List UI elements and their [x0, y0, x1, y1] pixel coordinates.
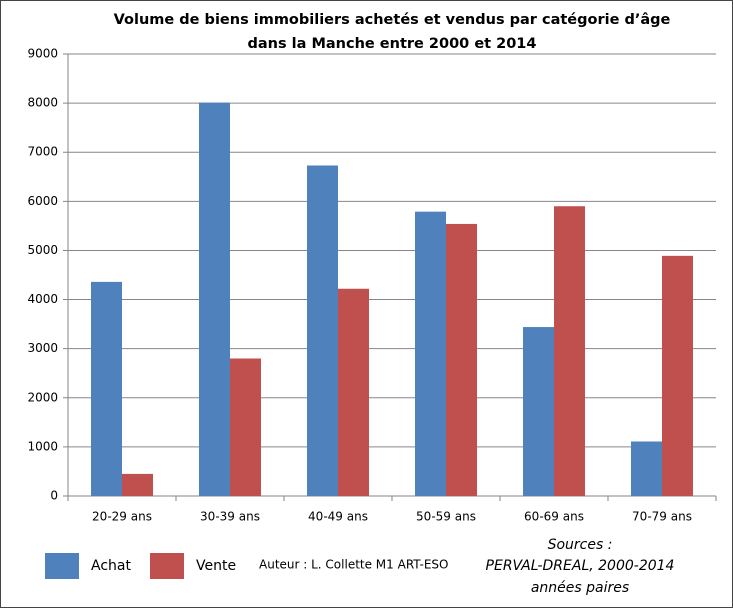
x-tick-label: 50-59 ans — [416, 510, 476, 524]
y-tick-label: 0 — [50, 489, 58, 503]
x-tick-label: 40-49 ans — [308, 510, 368, 524]
bar — [199, 102, 230, 497]
legend-swatch — [45, 553, 79, 579]
x-tick-label: 70-79 ans — [632, 510, 692, 524]
legend-swatch — [150, 553, 184, 579]
bar — [122, 473, 153, 496]
legend-label: Achat — [91, 558, 131, 574]
bar — [662, 255, 693, 496]
x-tick-label: 20-29 ans — [92, 510, 152, 524]
bar — [554, 206, 585, 496]
y-tick-label: 5000 — [27, 243, 58, 257]
x-tick-label: 60-69 ans — [524, 510, 584, 524]
legend-label: Vente — [196, 558, 236, 574]
y-tick-label: 2000 — [27, 390, 58, 404]
bar — [415, 211, 446, 496]
author-note: Auteur : L. Collette M1 ART-ESO — [259, 558, 449, 572]
bar — [523, 327, 554, 496]
sources: Sources : — [548, 537, 613, 553]
bar — [307, 165, 338, 496]
y-tick-label: 7000 — [27, 145, 58, 159]
chart-title: Volume de biens immobiliers achetés et v… — [114, 12, 671, 28]
bar — [230, 358, 261, 496]
y-tick-label: 1000 — [27, 439, 58, 453]
bar — [91, 281, 122, 496]
y-tick-label: 6000 — [27, 194, 58, 208]
y-tick-label: 9000 — [27, 47, 58, 61]
y-tick-label: 3000 — [27, 341, 58, 355]
sources: PERVAL-DREAL, 2000-2014 — [486, 558, 675, 574]
y-tick-label: 8000 — [27, 96, 58, 110]
bar — [446, 223, 477, 496]
bar — [631, 441, 662, 496]
chart-title: dans la Manche entre 2000 et 2014 — [247, 36, 536, 52]
y-tick-label: 4000 — [27, 292, 58, 306]
sources: années paires — [531, 580, 629, 596]
bar — [338, 288, 369, 496]
x-tick-label: 30-39 ans — [200, 510, 260, 524]
